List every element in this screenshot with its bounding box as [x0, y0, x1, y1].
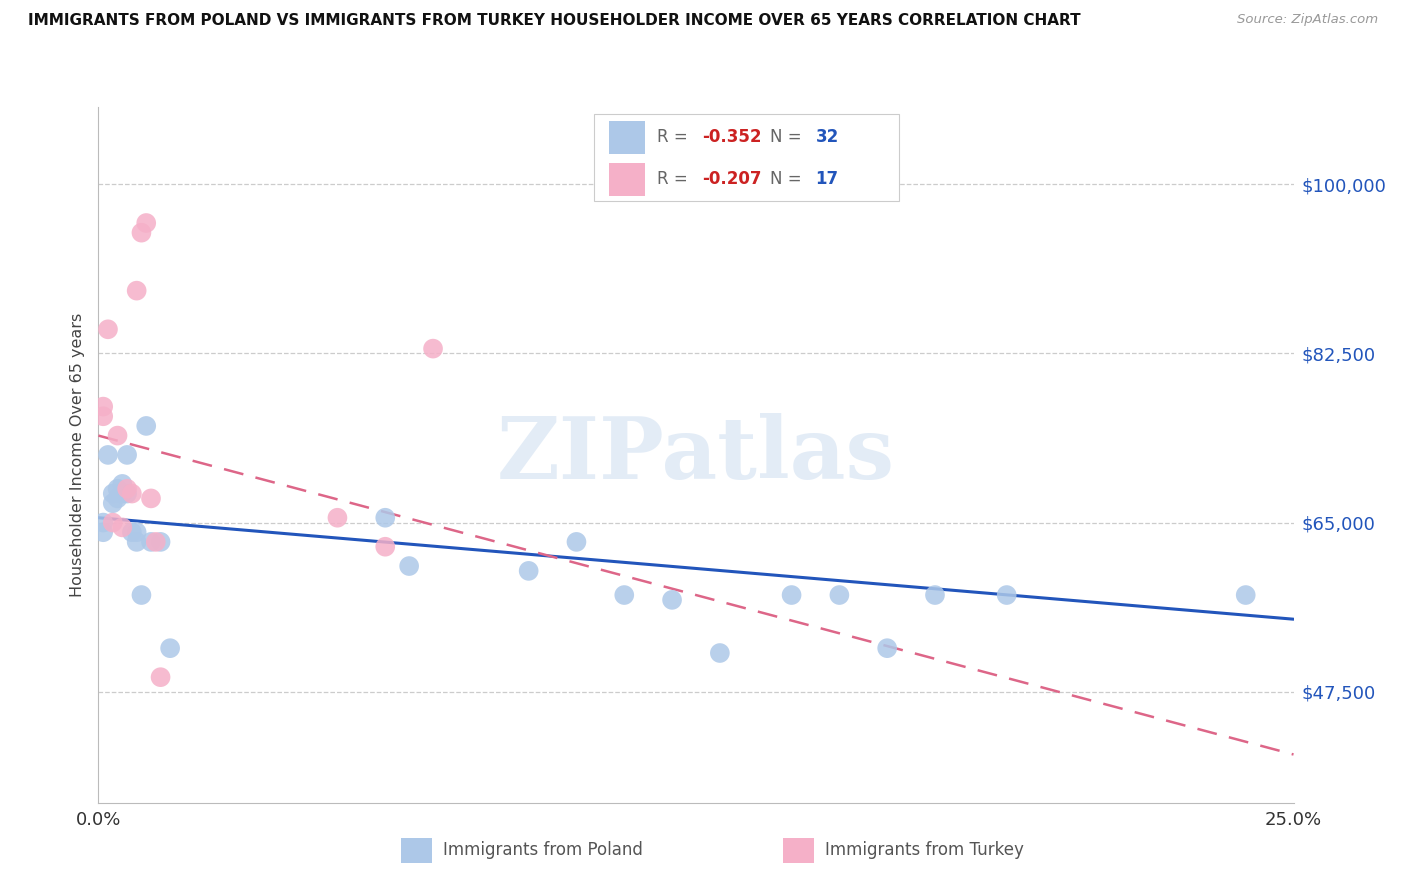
- Point: [565, 535, 588, 549]
- Point: [517, 564, 540, 578]
- Point: [828, 588, 851, 602]
- Point: [115, 448, 138, 462]
- Text: N =: N =: [770, 128, 807, 146]
- Text: ZIPatlas: ZIPatlas: [496, 413, 896, 497]
- Text: R =: R =: [657, 128, 693, 146]
- Point: [125, 535, 148, 549]
- Text: N =: N =: [770, 170, 807, 188]
- Bar: [609, 162, 644, 196]
- Point: [107, 482, 129, 496]
- Point: [398, 559, 420, 574]
- Point: [139, 491, 162, 506]
- Point: [995, 588, 1018, 602]
- Text: Immigrants from Poland: Immigrants from Poland: [443, 841, 643, 859]
- Point: [326, 510, 349, 524]
- Point: [149, 535, 172, 549]
- Point: [111, 476, 134, 491]
- Point: [661, 593, 683, 607]
- Point: [780, 588, 803, 602]
- Y-axis label: Householder Income Over 65 years: Householder Income Over 65 years: [69, 313, 84, 597]
- Point: [121, 486, 143, 500]
- Point: [101, 496, 124, 510]
- Point: [125, 525, 148, 540]
- Text: 17: 17: [815, 170, 838, 188]
- Point: [876, 641, 898, 656]
- Point: [1234, 588, 1257, 602]
- Point: [135, 419, 157, 434]
- Point: [91, 525, 114, 540]
- Point: [135, 216, 157, 230]
- Point: [111, 520, 134, 534]
- Point: [422, 342, 444, 356]
- Point: [101, 486, 124, 500]
- Point: [91, 516, 114, 530]
- Point: [374, 540, 396, 554]
- Point: [91, 400, 114, 414]
- FancyBboxPatch shape: [595, 114, 900, 201]
- Text: -0.207: -0.207: [702, 170, 762, 188]
- Point: [107, 428, 129, 442]
- Point: [145, 535, 167, 549]
- Point: [125, 284, 148, 298]
- Point: [91, 409, 114, 424]
- Point: [159, 641, 181, 656]
- Point: [139, 535, 162, 549]
- Point: [97, 448, 120, 462]
- Point: [131, 588, 153, 602]
- Text: Immigrants from Turkey: Immigrants from Turkey: [825, 841, 1024, 859]
- Text: -0.352: -0.352: [702, 128, 762, 146]
- Point: [121, 525, 143, 540]
- Point: [613, 588, 636, 602]
- Point: [374, 510, 396, 524]
- Point: [107, 491, 129, 506]
- Text: Source: ZipAtlas.com: Source: ZipAtlas.com: [1237, 13, 1378, 27]
- Point: [111, 486, 134, 500]
- Point: [101, 516, 124, 530]
- Bar: [609, 120, 644, 154]
- Point: [97, 322, 120, 336]
- Text: IMMIGRANTS FROM POLAND VS IMMIGRANTS FROM TURKEY HOUSEHOLDER INCOME OVER 65 YEAR: IMMIGRANTS FROM POLAND VS IMMIGRANTS FRO…: [28, 13, 1081, 29]
- Point: [924, 588, 946, 602]
- Point: [709, 646, 731, 660]
- Point: [115, 486, 138, 500]
- Text: 32: 32: [815, 128, 839, 146]
- Point: [149, 670, 172, 684]
- Text: R =: R =: [657, 170, 693, 188]
- Point: [115, 482, 138, 496]
- Point: [131, 226, 153, 240]
